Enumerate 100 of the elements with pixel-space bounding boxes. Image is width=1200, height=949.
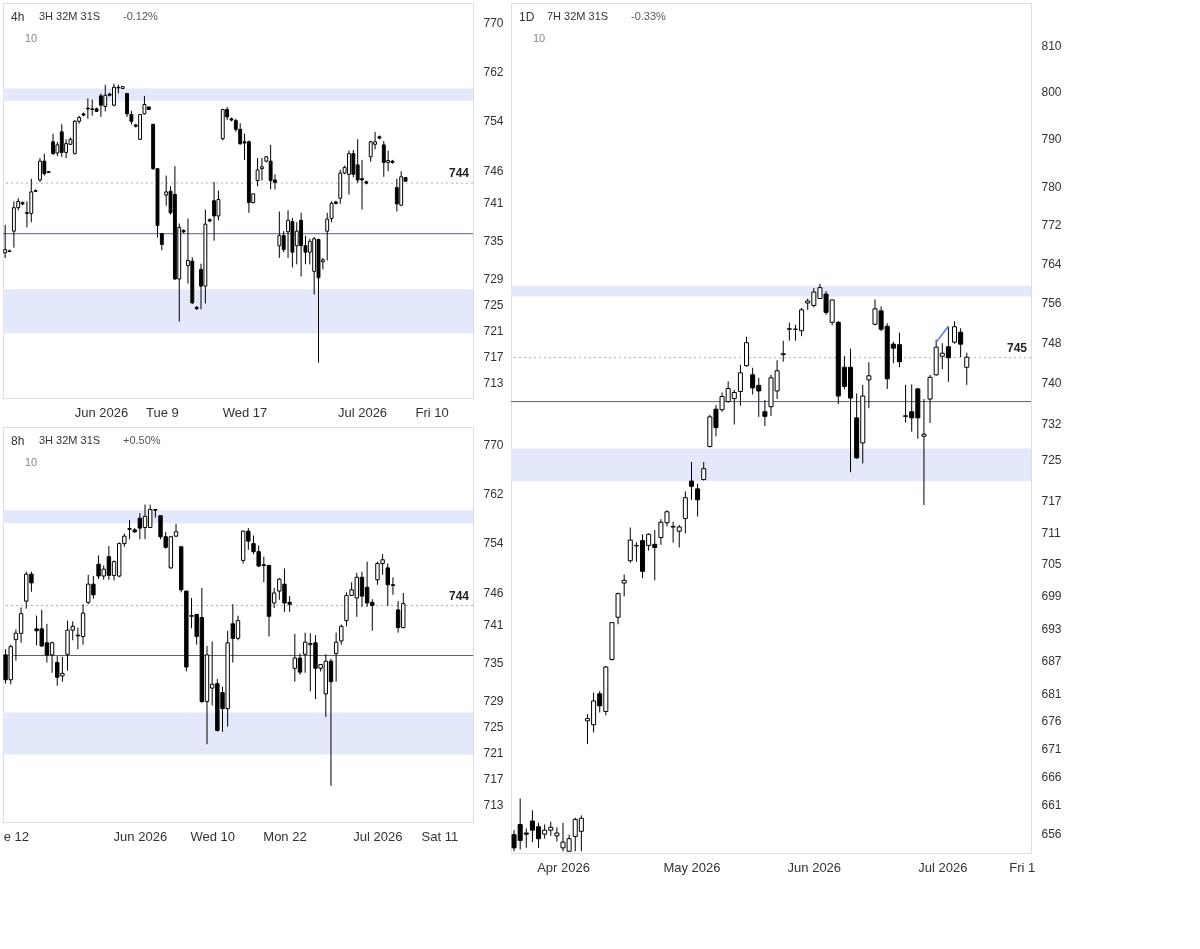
y-tick-label: 800: [1041, 85, 1062, 100]
y-tick-label: 725: [483, 297, 504, 312]
y-tick-label: 717: [483, 772, 504, 787]
y-tick-label: 717: [483, 349, 504, 364]
candlestick: [762, 399, 768, 427]
y-tick-label: 748: [1041, 336, 1062, 351]
y-tick-label: 762: [483, 64, 504, 79]
y-tick-label: 729: [483, 694, 504, 709]
ref-line-label: 744: [448, 166, 470, 181]
x-tick-label: Apr 2026: [537, 859, 590, 875]
candlestick: [347, 150, 351, 195]
x-tick-label: Tue 9: [145, 404, 179, 420]
text: 3H 32M 31S: [39, 10, 101, 22]
text: 4h: [11, 10, 25, 24]
y-tick-label: 729: [483, 271, 504, 286]
y-tick-label: 746: [483, 164, 504, 179]
y-tick-label: 754: [483, 536, 504, 551]
candlestick: [701, 461, 707, 482]
candlestick: [268, 144, 273, 190]
x-tick-label: Jul 2026: [337, 404, 388, 420]
candlestick: [381, 140, 386, 178]
y-tick-label: 735: [483, 656, 504, 671]
text: 8h: [11, 434, 25, 448]
x-tick-label: Mon 22: [263, 828, 307, 844]
candlestick: [38, 157, 42, 183]
text: 1D: [519, 10, 535, 24]
candlestick: [780, 340, 786, 363]
x-tick-label: Jun 2026: [787, 859, 842, 875]
y-tick-label: 713: [483, 375, 504, 390]
candlestick: [294, 221, 299, 265]
x-tick-label: Jun 2026: [113, 828, 168, 844]
candlestick: [125, 92, 129, 118]
y-tick-label: 762: [483, 487, 504, 502]
x-tick-label: Wed 10: [190, 828, 235, 844]
candlestick: [866, 361, 872, 409]
candlestick: [799, 307, 805, 337]
candlestick: [18, 606, 24, 644]
x-tick-label: Sat 11: [421, 828, 459, 844]
x-tick-label: Jul 2026: [918, 859, 968, 875]
y-tick-label: 772: [1041, 218, 1062, 233]
y-tick-label: 741: [483, 617, 504, 632]
y-tick-label: 770: [483, 15, 504, 30]
annotation: 10: [533, 32, 546, 44]
y-tick-label: 671: [1041, 742, 1062, 757]
y-tick-label: 741: [483, 195, 504, 210]
ref-line-label: 745: [1006, 340, 1028, 355]
y-tick-label: 725: [1041, 452, 1062, 467]
y-tick-label: 790: [1041, 132, 1062, 147]
y-tick-label: 770: [483, 438, 504, 453]
candlestick: [695, 483, 701, 517]
candlestick: [255, 157, 260, 187]
y-tick-label: 754: [483, 114, 504, 129]
candlestick: [964, 352, 970, 386]
text: 7H 32M 31S: [547, 10, 609, 22]
candlestick: [351, 149, 356, 178]
y-tick-label: 746: [483, 586, 504, 601]
text: 3H 32M 31S: [39, 434, 101, 446]
y-tick-label: 810: [1041, 38, 1062, 53]
y-tick-label: 780: [1041, 179, 1062, 194]
candlestick: [137, 512, 143, 540]
y-tick-label: 713: [483, 798, 504, 813]
candlestick: [49, 641, 55, 674]
y-tick-label: 666: [1041, 769, 1062, 784]
y-tick-label: 693: [1041, 621, 1062, 636]
y-tick-label: 717: [1041, 494, 1062, 509]
y-tick-label: 656: [1041, 826, 1062, 841]
candlestick: [394, 178, 399, 212]
candlestick: [11, 200, 16, 249]
x-tick-label: Jul 2026: [353, 828, 403, 844]
y-tick-label: 732: [1041, 416, 1062, 431]
x-tick-label: Wed 17: [222, 404, 268, 420]
y-tick-label: 740: [1041, 376, 1062, 391]
candlestick: [29, 178, 34, 223]
candlestick: [927, 374, 933, 424]
candlestick: [238, 122, 243, 146]
x-tick-label: Fri 10: [415, 404, 449, 420]
annotation: -0.33%: [631, 10, 667, 22]
y-tick-label: 735: [483, 233, 504, 248]
y-tick-label: 661: [1041, 798, 1062, 813]
y-tick-label: 699: [1041, 589, 1062, 604]
x-tick-label: Fri 1: [1009, 859, 1036, 875]
annotation: 10: [25, 32, 38, 44]
candlestick: [360, 159, 364, 211]
y-tick-label: 764: [1041, 257, 1062, 272]
candlestick: [292, 633, 298, 683]
candlestick: [42, 153, 47, 177]
candlestick: [286, 209, 290, 259]
annotation: 10: [25, 456, 38, 468]
candlestick: [230, 603, 236, 664]
x-tick-label: e 12: [3, 828, 30, 844]
y-tick-label: 676: [1041, 714, 1062, 729]
candlestick: [80, 603, 86, 646]
annotation: -0.12%: [123, 10, 159, 22]
y-tick-label: 687: [1041, 654, 1062, 669]
candlestick: [615, 592, 621, 625]
candlestick: [688, 461, 694, 501]
candlestick: [59, 123, 64, 158]
y-tick-label: 756: [1041, 296, 1062, 311]
candlestick: [682, 490, 688, 534]
candlestick: [737, 364, 743, 407]
